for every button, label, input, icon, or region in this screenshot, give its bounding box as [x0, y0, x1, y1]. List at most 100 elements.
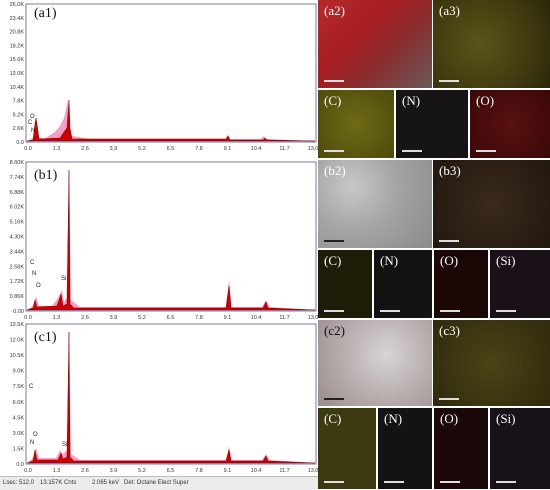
x-tick-label: 6.5: [167, 146, 175, 152]
tile-label: (C): [324, 411, 342, 426]
tile-label: (c2): [324, 323, 345, 338]
tile-c-carbon: (C): [318, 408, 376, 489]
x-tick-label: 10.4: [251, 146, 262, 152]
peak-label-O: O: [30, 114, 35, 120]
tile-a-oxygen: (O): [470, 90, 550, 158]
tile-c-nitrogen: (N): [378, 408, 432, 489]
y-tick-label: 6.88K: [10, 190, 25, 196]
tile-label: (C): [324, 93, 342, 108]
x-tick-label: 3.9: [110, 146, 118, 152]
y-tick-label: 2.6K: [13, 126, 25, 132]
y-tick-label: 2.58K: [10, 264, 25, 270]
y-tick-label: 0.86K: [10, 294, 25, 300]
y-tick-label: 4.5K: [13, 415, 25, 421]
peak-label-O: O: [36, 283, 41, 289]
x-tick-label: 1.3: [53, 468, 61, 474]
tile-label: (O): [440, 411, 459, 426]
x-tick-label: 9.1: [224, 468, 232, 474]
y-tick-label: 1.5K: [13, 446, 25, 452]
x-tick-label: 10.4: [251, 468, 262, 474]
tile-a-carbon: (C): [318, 90, 394, 158]
tile-label: (c3): [439, 323, 460, 338]
scale-bar: [324, 240, 344, 242]
tile-b-oxygen: (O): [434, 250, 488, 318]
tile-label: (Si): [496, 253, 516, 268]
x-tick-label: 2.6: [81, 146, 89, 152]
y-tick-label: 7.5K: [13, 384, 25, 390]
x-tick-label: 5.2: [138, 468, 146, 474]
peak-label-N: N: [31, 128, 35, 134]
tile-label: (Si): [496, 411, 516, 426]
tile-label: (C): [324, 253, 342, 268]
scale-bar: [476, 150, 496, 152]
x-tick-label: 6.5: [167, 315, 175, 321]
tile-label: (N): [380, 253, 399, 268]
tile-a3-map: (a3): [433, 0, 550, 88]
x-tick-label: 7.8: [195, 146, 203, 152]
x-tick-label: 3.9: [110, 468, 118, 474]
spectrum-b1-svg: 8.60K 7.74K 6.88K 6.02K 5.16K 4.30K 3.44K 2.58K…: [10, 160, 318, 321]
spectrum-panel-c1: 13.5K 12.0K 10.5K 9.0K 7.5K 6.0K 4.5K 3.0K 1.5K 0…: [0, 322, 318, 476]
y-tick-label: 5.16K: [10, 220, 25, 226]
y-tick-label: 26.0K: [10, 2, 25, 8]
tile-b-silicon: (Si): [490, 250, 550, 318]
y-tick-label: 0.00: [13, 309, 24, 315]
scale-bar: [324, 481, 344, 483]
y-tick-label: 0.0: [16, 140, 24, 146]
tile-label: (O): [440, 253, 459, 268]
y-tick-label: 15.6K: [10, 57, 25, 63]
peak-label-Si: Si: [61, 276, 66, 282]
scale-bar: [324, 398, 344, 400]
y-tick-label: 13.5K: [10, 322, 25, 328]
scale-bar: [324, 310, 344, 312]
y-tick-label: 1.72K: [10, 279, 25, 285]
scale-bar: [440, 481, 460, 483]
x-tick-label: 1.3: [53, 315, 61, 321]
y-tick-label: 12.0K: [10, 338, 25, 344]
tile-label: (N): [384, 411, 403, 426]
y-tick-label: 10.4K: [10, 85, 25, 91]
spectrum-a1-svg: 26.0K 23.4K 20.8K 18.2K 15.6K 13.0K 10.4K 7.8K 5…: [10, 2, 318, 152]
scale-bar: [496, 481, 516, 483]
scale-bar: [439, 398, 459, 400]
x-tick-label: 5.2: [138, 146, 146, 152]
y-tick-label: 6.02K: [10, 205, 25, 211]
x-tick-label: 13.0: [308, 315, 318, 321]
peak-label-Si: Si: [62, 442, 67, 448]
scale-bar: [384, 481, 404, 483]
x-tick-label: 6.5: [167, 468, 175, 474]
x-tick-label: 7.8: [195, 315, 203, 321]
panel-label-a1: (a1): [34, 6, 57, 21]
y-tick-label: 7.8K: [13, 99, 25, 105]
scale-bar: [402, 150, 422, 152]
y-tick-label: 4.30K: [10, 235, 25, 241]
tile-label: (b3): [439, 163, 461, 178]
peak-label-N: N: [32, 271, 36, 277]
panel-label-c1: (c1): [34, 330, 57, 345]
x-tick-label: 0.0: [24, 468, 32, 474]
x-tick-label: 13.0: [308, 468, 318, 474]
peak-label-C: C: [28, 120, 33, 126]
tile-c3-map: (c3): [433, 320, 550, 406]
x-tick-label: 0.0: [24, 315, 32, 321]
x-tick-label: 10.4: [251, 315, 262, 321]
tile-a2-overlay: (a2): [318, 0, 432, 88]
status-bar: Lsec: 512.0 13.157K Cnts 2.065 keV Det: …: [0, 476, 318, 490]
spectrum-c1-svg: 13.5K 12.0K 10.5K 9.0K 7.5K 6.0K 4.5K 3.0K 1.5K 0…: [10, 322, 318, 474]
x-tick-label: 3.9: [110, 315, 118, 321]
x-tick-label: 5.2: [138, 315, 146, 321]
tile-label: (b2): [324, 163, 346, 178]
y-tick-label: 3.0K: [13, 431, 25, 437]
x-tick-label: 2.6: [81, 315, 89, 321]
y-tick-label: 20.8K: [10, 30, 25, 36]
x-tick-label: 2.6: [81, 468, 89, 474]
tile-label: (N): [402, 93, 421, 108]
peak-label-C: C: [30, 260, 35, 266]
x-tick-label: 11.7: [279, 468, 289, 474]
x-tick-label: 13.0: [308, 146, 318, 152]
y-tick-label: 6.0K: [13, 400, 25, 406]
y-tick-label: 3.44K: [10, 249, 25, 255]
peak-label-N: N: [30, 440, 34, 446]
scale-bar: [496, 310, 516, 312]
peak-label-O: O: [33, 432, 38, 438]
